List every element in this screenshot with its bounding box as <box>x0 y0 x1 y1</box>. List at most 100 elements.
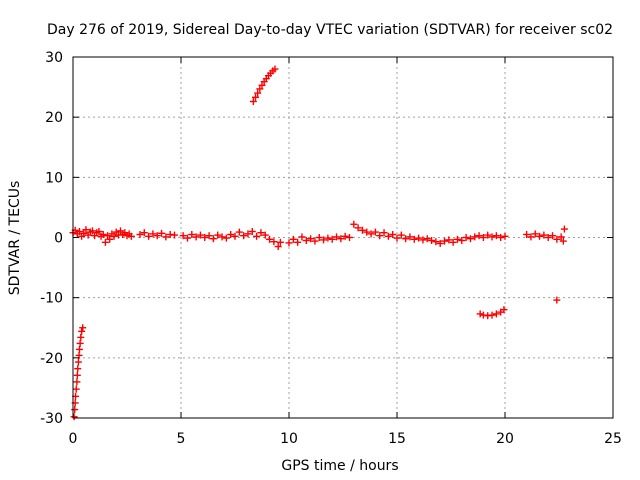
data-point <box>196 231 204 239</box>
data-point <box>158 229 166 237</box>
data-point <box>445 236 453 244</box>
data-point <box>270 238 278 246</box>
y-tick-label: 30 <box>45 50 63 66</box>
data-point <box>560 225 568 233</box>
data-point <box>248 227 256 235</box>
data-point <box>333 233 341 241</box>
data-point <box>410 235 418 243</box>
data-point <box>258 81 266 89</box>
data-point <box>101 238 109 246</box>
x-tick-label: 5 <box>177 431 186 447</box>
data-point <box>358 226 366 234</box>
data-point <box>74 358 82 366</box>
data-points <box>69 65 568 421</box>
data-point <box>73 371 81 379</box>
y-tick-label: -10 <box>40 291 63 307</box>
data-point <box>149 230 157 238</box>
data-point <box>209 235 217 243</box>
data-point <box>402 235 410 243</box>
data-point <box>74 365 82 373</box>
data-point <box>218 233 226 241</box>
data-point <box>488 311 496 319</box>
data-point <box>73 378 81 386</box>
data-point <box>271 65 279 73</box>
data-point <box>419 236 427 244</box>
data-point <box>436 240 444 248</box>
chart-title: Day 276 of 2019, Sidereal Day-to-day VTE… <box>47 22 613 38</box>
data-point <box>397 231 405 239</box>
data-point <box>285 239 293 247</box>
data-point <box>75 351 83 359</box>
data-point <box>376 232 384 240</box>
data-point <box>337 235 345 243</box>
data-point <box>479 234 487 241</box>
data-point <box>307 235 315 243</box>
data-point <box>145 232 153 240</box>
data-point <box>341 232 349 240</box>
data-point <box>553 235 561 243</box>
data-point <box>544 234 552 241</box>
data-point <box>492 232 500 240</box>
data-point <box>80 229 88 237</box>
data-point <box>389 230 397 238</box>
data-point <box>527 233 535 241</box>
data-point <box>328 235 336 243</box>
data-point <box>222 234 230 242</box>
x-tick-label: 10 <box>280 431 298 447</box>
axis-ticks <box>72 56 614 419</box>
data-point <box>549 232 557 240</box>
data-point <box>320 236 328 244</box>
data-point <box>253 232 261 240</box>
y-tick-labels: -30 -20 -10 0 10 20 30 <box>40 50 63 427</box>
data-point <box>235 228 243 236</box>
data-point <box>127 232 135 240</box>
data-point <box>227 230 235 238</box>
data-point <box>188 230 196 238</box>
data-point <box>557 233 565 241</box>
data-point <box>252 93 260 101</box>
data-point <box>475 232 483 240</box>
data-point <box>384 232 392 240</box>
data-point <box>162 233 170 241</box>
data-point <box>249 98 257 106</box>
data-point <box>497 234 505 241</box>
data-point <box>276 238 284 246</box>
data-point <box>183 234 191 242</box>
data-point <box>75 227 83 235</box>
data-point <box>244 230 252 238</box>
data-point <box>453 235 461 243</box>
data-point <box>240 232 248 240</box>
data-point <box>484 231 492 239</box>
data-point <box>78 327 86 335</box>
data-point <box>536 232 544 240</box>
data-point <box>79 324 87 332</box>
data-point <box>441 237 449 245</box>
data-point <box>492 310 500 318</box>
data-point <box>363 228 371 236</box>
data-point <box>406 233 414 241</box>
data-point <box>192 233 200 241</box>
y-tick-label: -30 <box>40 411 63 427</box>
x-tick-labels: 0 5 10 15 20 25 <box>69 431 622 447</box>
y-axis-label: SDTVAR / TECUs <box>7 181 23 296</box>
data-point <box>501 232 509 240</box>
data-point <box>298 233 306 241</box>
data-point <box>99 230 107 238</box>
data-point <box>302 237 310 245</box>
data-point <box>553 296 561 304</box>
data-point <box>71 406 79 414</box>
data-point <box>179 232 187 240</box>
data-point <box>462 234 470 241</box>
data-point <box>311 237 319 245</box>
data-point <box>367 230 375 238</box>
data-point <box>75 345 83 353</box>
data-point <box>350 220 358 228</box>
data-point <box>70 413 78 421</box>
data-point <box>76 339 84 347</box>
data-point <box>354 224 362 232</box>
data-point <box>523 230 531 238</box>
y-tick-label: 10 <box>45 170 63 186</box>
data-point <box>231 232 239 240</box>
data-point <box>476 310 484 318</box>
data-point <box>82 226 90 234</box>
